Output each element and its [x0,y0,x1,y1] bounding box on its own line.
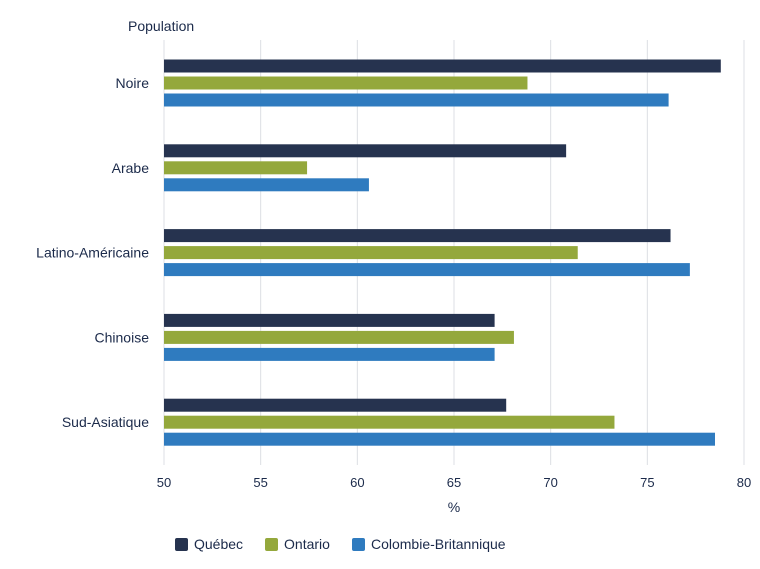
bar-latino-americaine-ontario[interactable] [164,246,578,260]
bar-chinoise-colombie-britannique[interactable] [164,347,495,361]
x-tick-75: 75 [640,475,654,490]
y-axis-title: Population [128,18,194,34]
legend-swatch-ontario [265,537,279,551]
category-label-chinoise: Chinoise [95,329,150,345]
bar-arabe-ontario[interactable] [164,161,308,175]
legend-swatch-quebec [175,537,188,551]
legend-label-colombie-britannique: Colombie-Britannique [370,536,506,552]
x-tick-labels: 50 55 60 65 70 75 80 [157,475,751,490]
x-tick-65: 65 [447,475,461,490]
bar-latino-americaine-colombie-britannique[interactable] [164,263,690,277]
legend-item-quebec[interactable]: Québec [175,536,243,552]
bar-noire-quebec[interactable] [164,59,721,73]
legend-item-ontario[interactable]: Ontario [265,536,330,552]
x-tick-50: 50 [157,475,171,490]
legend-label-ontario: Ontario [284,536,330,552]
bar-chinoise-ontario[interactable] [164,330,514,344]
bars [164,59,721,446]
x-axis-label: % [448,499,460,515]
bar-sud-asiatique-ontario[interactable] [164,415,615,429]
bar-sud-asiatique-colombie-britannique[interactable] [164,432,715,446]
x-tick-55: 55 [253,475,267,490]
category-labels: Noire Arabe Latino-Américaine Chinoise Sud-A… [36,75,149,430]
legend-item-colombie-britannique[interactable]: Colombie-Britannique [351,536,506,552]
x-tick-60: 60 [350,475,364,490]
bar-noire-ontario[interactable] [164,76,528,90]
category-label-noire: Noire [116,75,150,91]
bar-arabe-colombie-britannique[interactable] [164,178,369,192]
category-label-sud-asiatique: Sud-Asiatique [62,414,149,430]
category-label-arabe: Arabe [112,160,150,176]
bar-chinoise-quebec[interactable] [164,313,495,327]
category-label-latino-americaine: Latino-Américaine [36,245,149,261]
legend-label-quebec: Québec [194,536,244,552]
bar-noire-colombie-britannique[interactable] [164,93,669,107]
legend: Québec Ontario Colombie-Britannique [175,536,506,552]
bar-latino-americaine-quebec[interactable] [164,229,671,243]
x-tick-70: 70 [543,475,557,490]
bar-arabe-quebec[interactable] [164,144,567,158]
x-tick-80: 80 [737,475,751,490]
bar-sud-asiatique-quebec[interactable] [164,398,507,412]
legend-swatch-colombie-britannique [351,537,365,551]
